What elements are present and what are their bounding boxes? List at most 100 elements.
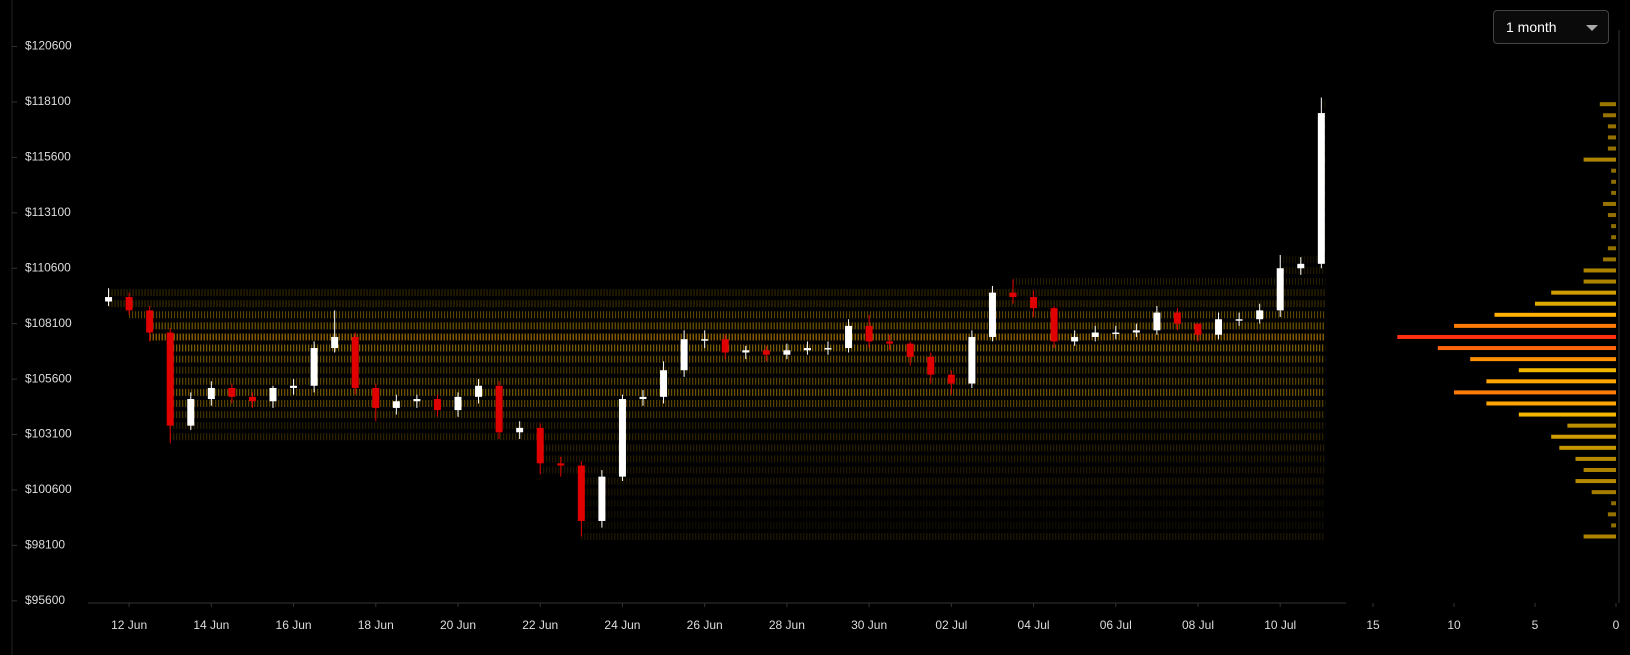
candle-body bbox=[146, 310, 154, 333]
candle-body bbox=[310, 348, 318, 386]
candle-body bbox=[433, 399, 441, 411]
candle-body bbox=[1030, 297, 1038, 309]
candle-body bbox=[228, 387, 236, 397]
profile-bar bbox=[1551, 434, 1616, 439]
candle-body bbox=[187, 399, 195, 426]
candle-body bbox=[1297, 263, 1305, 269]
candle-body bbox=[680, 339, 688, 371]
y-tick-label: $103100 bbox=[25, 427, 72, 441]
candle-body bbox=[762, 350, 770, 355]
candle-body bbox=[824, 348, 832, 350]
candle-body bbox=[166, 332, 174, 426]
candle-body bbox=[248, 396, 256, 402]
profile-tick-label: 10 bbox=[1447, 618, 1461, 632]
candle-body bbox=[207, 387, 215, 400]
candle-body bbox=[413, 399, 421, 402]
candle-body bbox=[351, 336, 359, 388]
candle-body bbox=[1132, 330, 1140, 333]
profile-bar bbox=[1611, 179, 1616, 184]
profile-bar bbox=[1603, 201, 1616, 206]
candle-body bbox=[1153, 312, 1161, 331]
candle-body bbox=[701, 339, 709, 341]
y-tick-label: $105600 bbox=[25, 371, 72, 385]
candle-body bbox=[1276, 268, 1284, 311]
candle-body bbox=[1009, 292, 1017, 298]
x-tick-label: 18 Jun bbox=[358, 618, 394, 632]
profile-bar bbox=[1611, 190, 1616, 195]
candle-body bbox=[1235, 319, 1243, 321]
profile-bar bbox=[1486, 401, 1616, 406]
y-tick-label: $120600 bbox=[25, 39, 72, 53]
candle-body bbox=[1091, 332, 1099, 337]
profile-bar bbox=[1583, 534, 1616, 539]
candle-body bbox=[865, 325, 873, 342]
x-tick-label: 24 Jun bbox=[604, 618, 640, 632]
profile-bar bbox=[1611, 224, 1616, 229]
profile-bar bbox=[1518, 412, 1616, 417]
profile-bar bbox=[1583, 268, 1616, 273]
y-tick-label: $118100 bbox=[25, 94, 71, 108]
x-tick-label: 10 Jul bbox=[1264, 618, 1296, 632]
range-selector[interactable]: 1 month bbox=[1493, 10, 1609, 44]
candle-body bbox=[290, 385, 298, 388]
profile-bar bbox=[1559, 445, 1616, 450]
x-tick-label: 28 Jun bbox=[769, 618, 805, 632]
profile-bar bbox=[1454, 323, 1616, 328]
candle-body bbox=[516, 427, 524, 433]
y-tick-label: $98100 bbox=[25, 538, 65, 552]
profile-bar bbox=[1607, 512, 1616, 517]
candle-body bbox=[577, 465, 585, 521]
candle-body bbox=[1050, 308, 1058, 342]
profile-bar bbox=[1551, 290, 1616, 295]
candle-body bbox=[618, 399, 626, 477]
profile-bar bbox=[1607, 124, 1616, 129]
x-tick-label: 22 Jun bbox=[522, 618, 558, 632]
candle-body bbox=[988, 292, 996, 337]
profile-bar bbox=[1611, 523, 1616, 528]
profile-bar bbox=[1518, 368, 1616, 373]
y-tick-label: $100600 bbox=[25, 482, 72, 496]
profile-bar bbox=[1603, 257, 1616, 262]
y-tick-label: $95600 bbox=[25, 593, 65, 607]
candle-body bbox=[1112, 332, 1120, 335]
candle-body bbox=[639, 396, 647, 400]
y-tick-label: $108100 bbox=[25, 316, 72, 330]
profile-bar bbox=[1611, 235, 1616, 240]
profile-bar bbox=[1494, 312, 1616, 317]
y-tick-label: $113100 bbox=[25, 205, 71, 219]
x-tick-label: 16 Jun bbox=[276, 618, 312, 632]
profile-bar bbox=[1470, 357, 1616, 362]
candle-body bbox=[742, 350, 750, 353]
profile-bar bbox=[1607, 246, 1616, 251]
range-label: 1 month bbox=[1506, 19, 1557, 35]
candle-body bbox=[1215, 319, 1223, 335]
profile-bar bbox=[1603, 113, 1616, 118]
profile-bar bbox=[1535, 301, 1616, 306]
candle-body bbox=[1194, 323, 1202, 335]
candle-body bbox=[598, 476, 606, 521]
profile-tick-label: 0 bbox=[1613, 618, 1620, 632]
candle-body bbox=[331, 336, 339, 349]
candle-body bbox=[454, 396, 462, 411]
candle-body bbox=[1173, 312, 1181, 324]
candle-body bbox=[947, 374, 955, 384]
candle-body bbox=[886, 341, 894, 344]
candle-body bbox=[105, 297, 113, 302]
profile-bar bbox=[1607, 213, 1616, 218]
profile-bar bbox=[1454, 390, 1616, 395]
profile-bar bbox=[1397, 334, 1616, 339]
x-tick-label: 30 Jun bbox=[851, 618, 887, 632]
x-tick-label: 14 Jun bbox=[193, 618, 229, 632]
candle-body bbox=[495, 385, 503, 433]
y-tick-label: $110600 bbox=[25, 260, 71, 274]
candle-body bbox=[125, 297, 133, 311]
profile-bar bbox=[1486, 379, 1616, 384]
x-tick-label: 08 Jul bbox=[1182, 618, 1214, 632]
profile-bar bbox=[1611, 501, 1616, 506]
x-tick-label: 20 Jun bbox=[440, 618, 476, 632]
candle-body bbox=[392, 401, 400, 408]
profile-bar bbox=[1583, 157, 1616, 162]
profile-bar bbox=[1575, 479, 1616, 484]
candle-body bbox=[1071, 336, 1079, 342]
